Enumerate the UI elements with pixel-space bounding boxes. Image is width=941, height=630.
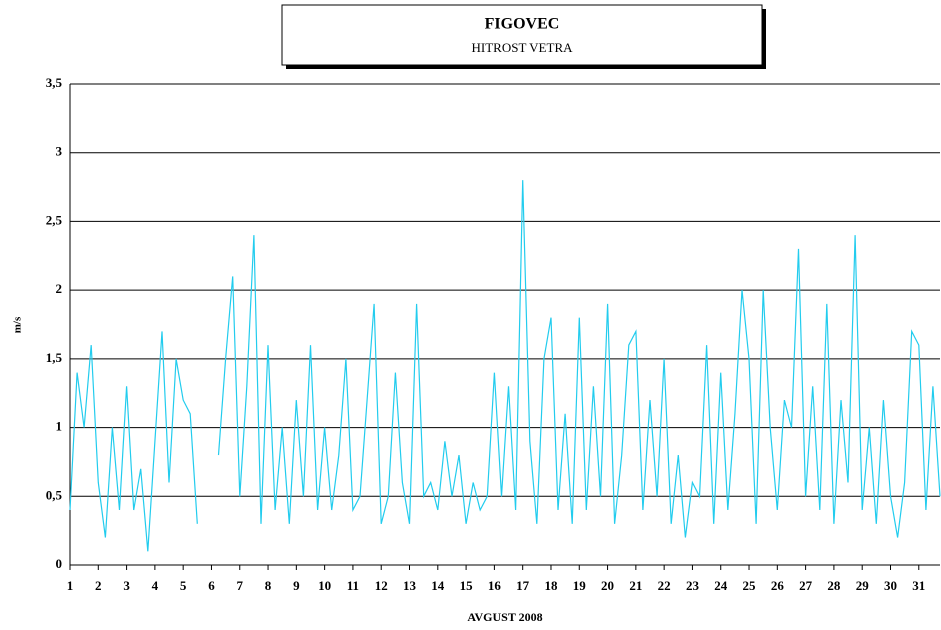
x-tick-label: 7	[237, 578, 244, 593]
x-tick-label: 16	[488, 578, 502, 593]
x-tick-label: 29	[856, 578, 870, 593]
x-axis-label: AVGUST 2008	[467, 610, 542, 624]
x-tick-label: 3	[123, 578, 130, 593]
data-line	[69, 180, 941, 552]
x-tick-label: 10	[318, 578, 331, 593]
x-tick-label: 31	[912, 578, 925, 593]
y-tick-label: 0,5	[46, 487, 63, 502]
x-tick-label: 28	[827, 578, 841, 593]
x-tick-label: 15	[460, 578, 474, 593]
y-tick-label: 1	[56, 419, 63, 434]
y-axis-label: m/s	[12, 316, 24, 333]
title-box	[281, 4, 763, 66]
chart-subtitle: HITROST VETRA	[472, 40, 574, 55]
x-tick-label: 25	[743, 578, 757, 593]
x-tick-label: 20	[601, 578, 614, 593]
y-tick-label: 1,5	[46, 350, 63, 365]
y-tick-label: 2,5	[46, 212, 63, 227]
x-tick-label: 1	[67, 578, 74, 593]
x-tick-label: 30	[884, 578, 897, 593]
x-tick-label: 6	[208, 578, 215, 593]
x-tick-label: 14	[431, 578, 445, 593]
x-tick-label: 18	[544, 578, 558, 593]
x-tick-label: 11	[347, 578, 359, 593]
y-tick-label: 3	[56, 144, 63, 159]
y-tick-label: 3,5	[46, 75, 63, 90]
x-tick-label: 5	[180, 578, 187, 593]
y-tick-label: 2	[56, 281, 63, 296]
x-tick-label: 24	[714, 578, 728, 593]
x-tick-label: 12	[375, 578, 388, 593]
x-tick-label: 2	[95, 578, 102, 593]
x-tick-label: 4	[152, 578, 159, 593]
x-tick-label: 23	[686, 578, 700, 593]
x-tick-label: 13	[403, 578, 417, 593]
x-tick-label: 8	[265, 578, 272, 593]
x-tick-label: 26	[771, 578, 785, 593]
x-tick-label: 21	[629, 578, 642, 593]
x-tick-label: 9	[293, 578, 300, 593]
chart-title: FIGOVEC	[485, 16, 560, 33]
x-tick-label: 19	[573, 578, 587, 593]
x-tick-label: 17	[516, 578, 530, 593]
y-tick-label: 0	[56, 556, 63, 571]
x-tick-label: 22	[658, 578, 671, 593]
x-tick-label: 27	[799, 578, 813, 593]
